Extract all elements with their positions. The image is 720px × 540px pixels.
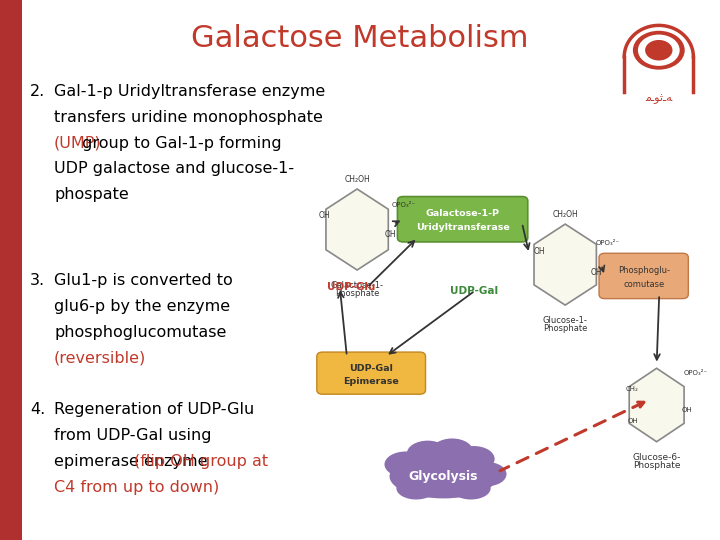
Text: (flip OH group at: (flip OH group at — [134, 454, 268, 469]
Ellipse shape — [645, 40, 672, 60]
Text: UDP galactose and glucose-1-: UDP galactose and glucose-1- — [54, 161, 294, 177]
FancyBboxPatch shape — [397, 197, 528, 242]
Text: 3.: 3. — [30, 273, 45, 288]
Text: Epimerase: Epimerase — [343, 377, 399, 386]
Text: UDP-Gal: UDP-Gal — [349, 363, 393, 373]
Text: group to Gal-1-p forming: group to Gal-1-p forming — [78, 136, 282, 151]
Text: Regeneration of UDP-Glu: Regeneration of UDP-Glu — [54, 402, 254, 417]
Text: Uridyltransferase: Uridyltransferase — [415, 223, 510, 232]
Text: OH: OH — [534, 247, 545, 255]
Text: phospate: phospate — [54, 187, 129, 202]
Ellipse shape — [638, 35, 680, 66]
Ellipse shape — [390, 454, 498, 498]
Text: comutase: comutase — [623, 280, 665, 288]
Text: OH: OH — [682, 407, 693, 414]
Text: 4.: 4. — [30, 402, 45, 417]
Text: 2.: 2. — [30, 84, 45, 99]
FancyBboxPatch shape — [599, 253, 688, 299]
Text: Phosphate: Phosphate — [335, 289, 379, 298]
Text: phosphoglucomutase: phosphoglucomutase — [54, 325, 226, 340]
Text: OPO₃²⁻: OPO₃²⁻ — [595, 240, 620, 246]
Text: OH: OH — [318, 212, 330, 220]
Text: transfers uridine monophosphate: transfers uridine monophosphate — [54, 110, 323, 125]
Text: Glycolysis: Glycolysis — [409, 470, 478, 483]
Ellipse shape — [384, 451, 428, 477]
Text: Glu1-p is converted to: Glu1-p is converted to — [54, 273, 233, 288]
Text: C4 from up to down): C4 from up to down) — [54, 480, 220, 495]
Text: Phosphate: Phosphate — [543, 324, 588, 333]
Text: (reversible): (reversible) — [54, 350, 146, 366]
Text: Gal-1-p Uridyltransferase enzyme: Gal-1-p Uridyltransferase enzyme — [54, 84, 325, 99]
Text: ﻣـﻮﺛـﻪ: ﻣـﻮﺛـﻪ — [645, 94, 672, 105]
Polygon shape — [534, 224, 596, 305]
Text: OPO₃²⁻: OPO₃²⁻ — [392, 202, 416, 208]
Text: OH: OH — [628, 418, 639, 424]
Text: Glucose-1-: Glucose-1- — [543, 316, 588, 325]
Text: Glucose-6-: Glucose-6- — [632, 453, 681, 462]
Ellipse shape — [453, 446, 495, 472]
Text: epimerase enzyme: epimerase enzyme — [54, 454, 212, 469]
Text: UDP-Gal: UDP-Gal — [450, 286, 498, 295]
Text: Phosphoglu-: Phosphoglu- — [618, 266, 670, 275]
Ellipse shape — [431, 438, 473, 464]
Text: (UMP): (UMP) — [54, 136, 102, 151]
Text: UDP-Glu: UDP-Glu — [327, 282, 376, 292]
Polygon shape — [629, 368, 684, 442]
Text: OH: OH — [590, 268, 602, 277]
Text: OH: OH — [384, 231, 396, 239]
Text: Galactose Metabolism: Galactose Metabolism — [192, 24, 528, 53]
Text: CH₂: CH₂ — [626, 386, 639, 392]
Text: Galactose-1-: Galactose-1- — [330, 281, 384, 290]
Text: glu6-p by the enzyme: glu6-p by the enzyme — [54, 299, 230, 314]
Text: from UDP-Gal using: from UDP-Gal using — [54, 428, 212, 443]
Ellipse shape — [407, 441, 449, 467]
Text: OPO₃²⁻: OPO₃²⁻ — [684, 369, 708, 376]
Ellipse shape — [633, 31, 685, 70]
Ellipse shape — [467, 462, 507, 486]
Text: Phosphate: Phosphate — [633, 461, 680, 470]
Text: Galactose-1-P: Galactose-1-P — [426, 209, 500, 218]
Text: CH₂OH: CH₂OH — [552, 210, 578, 219]
FancyBboxPatch shape — [0, 0, 22, 540]
Ellipse shape — [396, 477, 436, 500]
Ellipse shape — [451, 477, 491, 500]
FancyBboxPatch shape — [317, 352, 426, 394]
Polygon shape — [326, 189, 388, 270]
Text: CH₂OH: CH₂OH — [344, 174, 370, 184]
